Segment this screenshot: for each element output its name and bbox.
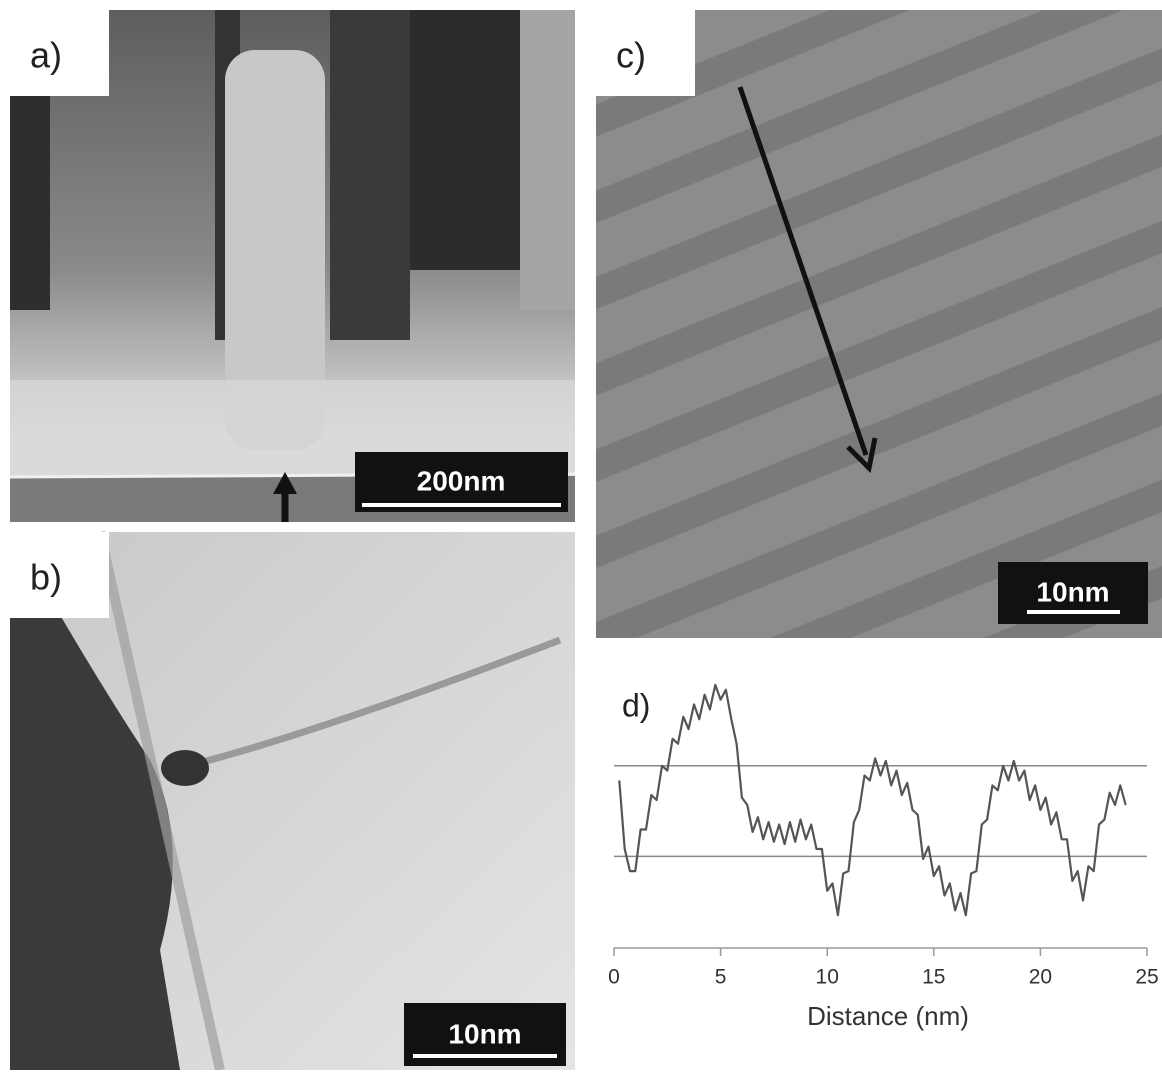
- scale-bar-label: 200nm: [417, 465, 506, 496]
- x-tick-label: 10: [816, 966, 839, 989]
- column: [520, 10, 575, 310]
- panel-label: b): [30, 557, 62, 598]
- x-axis-label: Distance (nm): [807, 1001, 969, 1031]
- column: [410, 10, 520, 270]
- panel-b: b) 10nm: [10, 532, 575, 1070]
- panel-label: c): [616, 35, 646, 76]
- panel-a: a) 200nm: [10, 10, 575, 522]
- scale-bar-label: 10nm: [1036, 576, 1109, 607]
- x-tick-label: 20: [1029, 966, 1052, 989]
- scale-bar-label: 10nm: [448, 1018, 521, 1049]
- profile-line: [619, 685, 1125, 915]
- panel-label: d): [622, 687, 650, 723]
- particle: [161, 750, 209, 786]
- panel-label: a): [30, 35, 62, 76]
- x-tick-label: 15: [922, 966, 945, 989]
- x-tick-label: 5: [715, 966, 727, 989]
- panel-c: c) 10nm: [596, 10, 1162, 638]
- figure: a) 200nm b) 10nm c) 10nm d) Distance (nm…: [0, 0, 1162, 1070]
- column: [330, 10, 410, 340]
- page: a) 200nm b) 10nm c) 10nm d) Distance (nm…: [0, 0, 1162, 1075]
- micrograph: [596, 10, 1162, 638]
- panel-d: d) Distance (nm) 0 5 10 15 20 25: [608, 685, 1159, 1031]
- x-tick-label: 25: [1135, 966, 1158, 989]
- x-tick-label: 0: [608, 966, 620, 989]
